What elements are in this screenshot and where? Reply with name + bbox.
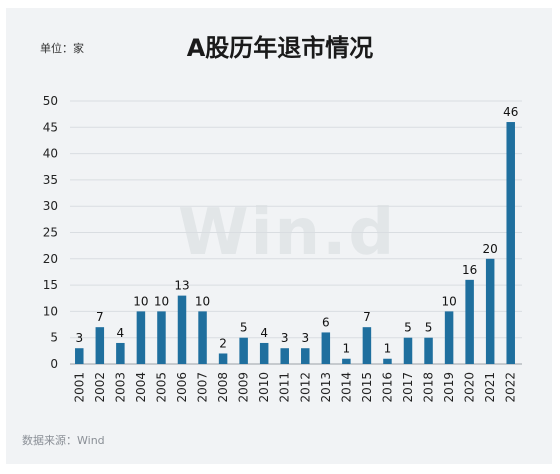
y-tick-label: 10 (43, 304, 58, 318)
data-label: 10 (133, 294, 148, 308)
source-note: 数据来源：Wind (22, 434, 105, 447)
x-tick-label: 2008 (216, 372, 230, 403)
y-tick-label: 35 (43, 173, 58, 187)
bar (424, 337, 433, 364)
data-label: 1 (384, 342, 392, 356)
x-tick-label: 2013 (319, 372, 333, 403)
y-tick-label: 45 (43, 120, 58, 134)
x-tick-label: 2014 (339, 372, 353, 403)
bar (136, 311, 146, 364)
bar (280, 348, 289, 364)
x-tick-label: 2010 (257, 372, 271, 403)
data-label: 20 (483, 242, 498, 256)
x-tick-label: 2002 (93, 372, 107, 403)
x-tick-label: 2011 (278, 372, 292, 403)
data-label: 5 (240, 321, 248, 335)
x-tick-label: 2005 (154, 372, 168, 403)
x-tick-label: 2018 (422, 372, 436, 403)
chart-panel (6, 8, 552, 464)
y-tick-label: 50 (43, 94, 58, 108)
bar (116, 342, 125, 364)
y-tick-label: 25 (43, 226, 58, 240)
y-tick-label: 20 (43, 252, 58, 266)
data-label: 3 (281, 331, 289, 345)
chart-title: A股历年退市情况 (186, 34, 374, 62)
data-label: 1 (343, 342, 351, 356)
y-tick-label: 40 (43, 147, 58, 161)
bar (506, 122, 515, 364)
data-label: 7 (363, 310, 371, 324)
x-tick-label: 2015 (360, 372, 374, 403)
y-tick-label: 0 (50, 357, 58, 371)
bar (465, 279, 474, 364)
data-label: 16 (462, 263, 477, 277)
data-label: 2 (219, 336, 227, 350)
bar (177, 295, 187, 364)
unit-label: 单位：家 (40, 42, 84, 55)
x-tick-label: 2009 (237, 372, 251, 403)
x-tick-label: 2016 (380, 372, 394, 403)
bar (362, 327, 372, 364)
bar (342, 358, 351, 364)
data-label: 3 (75, 331, 83, 345)
bar (95, 327, 105, 364)
bar (383, 358, 392, 364)
x-tick-label: 2004 (134, 372, 148, 403)
bar (259, 342, 269, 364)
x-tick-label: 2003 (113, 372, 127, 403)
data-label: 6 (322, 315, 330, 329)
bar (239, 337, 248, 364)
x-tick-label: 2001 (72, 372, 86, 403)
x-tick-label: 2007 (196, 372, 210, 403)
y-tick-label: 5 (50, 331, 58, 345)
bar (321, 332, 331, 364)
data-label: 10 (195, 294, 210, 308)
x-tick-label: 2020 (463, 372, 477, 403)
bar (444, 311, 454, 364)
bar (157, 311, 166, 364)
data-label: 5 (425, 321, 433, 335)
data-label: 5 (404, 321, 412, 335)
data-label: 10 (154, 294, 169, 308)
bar (198, 311, 207, 364)
data-label: 46 (503, 105, 518, 119)
x-tick-label: 2017 (401, 372, 415, 403)
x-tick-label: 2012 (298, 372, 312, 403)
bar (75, 348, 84, 364)
bar (301, 348, 310, 364)
data-label: 10 (441, 294, 456, 308)
data-label: 3 (301, 331, 309, 345)
x-tick-label: 2019 (442, 372, 456, 403)
x-tick-label: 2021 (483, 372, 497, 403)
y-tick-label: 15 (43, 278, 58, 292)
y-tick-label: 30 (43, 199, 58, 213)
data-label: 13 (174, 279, 189, 293)
x-tick-label: 2006 (175, 372, 189, 403)
x-tick-label: 2022 (504, 372, 518, 403)
bar (485, 258, 495, 364)
data-label: 4 (117, 326, 125, 340)
data-label: 4 (260, 326, 268, 340)
bar (218, 353, 228, 364)
data-label: 7 (96, 310, 104, 324)
bar (403, 337, 413, 364)
